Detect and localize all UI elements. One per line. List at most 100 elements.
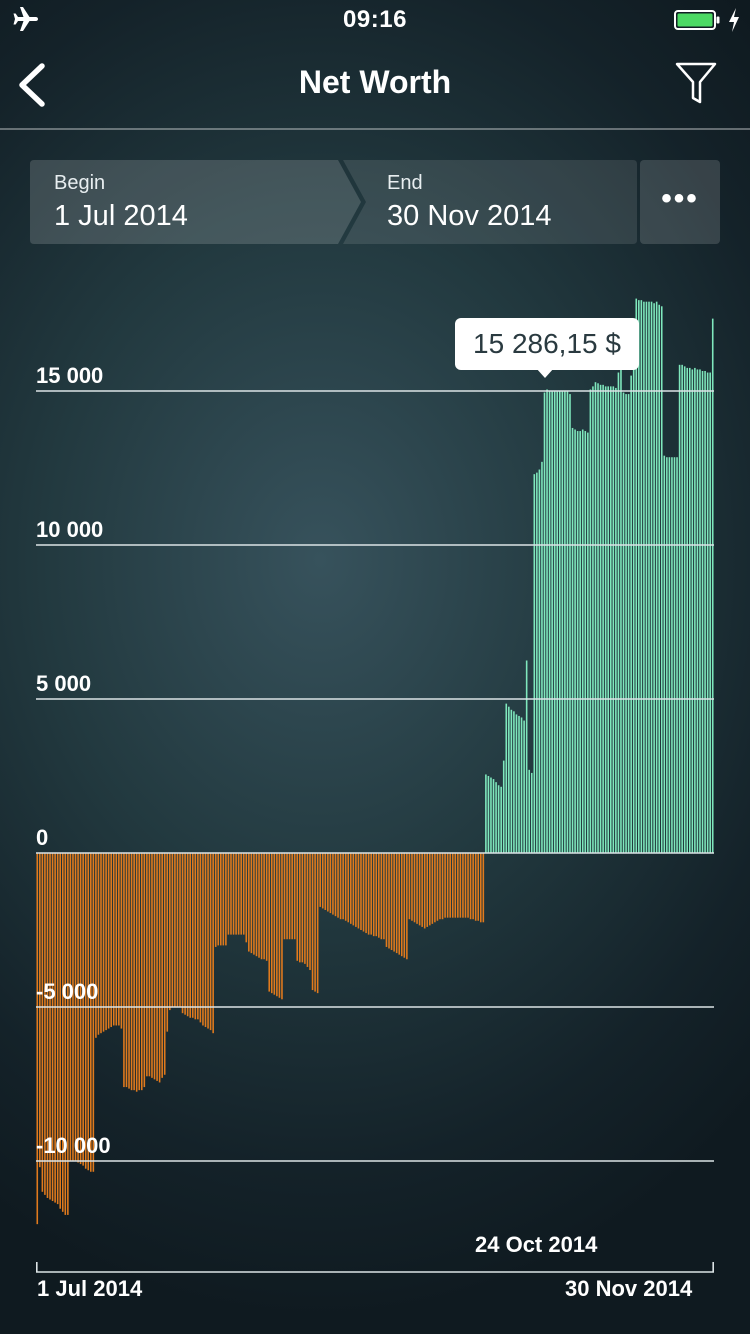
chart-bar[interactable] [612,386,615,853]
chart-bar[interactable] [380,853,383,940]
chart-bar[interactable] [235,853,237,935]
chart-bar[interactable] [138,853,141,1091]
chart-bar[interactable] [609,386,612,853]
chart-bar[interactable] [530,772,533,853]
chart-bar[interactable] [84,853,87,1169]
chart-bar[interactable] [671,457,673,853]
chart-bar[interactable] [653,303,655,854]
chart-bar[interactable] [362,853,365,932]
chart-bar[interactable] [451,853,454,918]
chart-bar[interactable] [59,853,61,1209]
chart-bar[interactable] [497,785,500,853]
chart-bar[interactable] [594,382,597,853]
chart-bar[interactable] [189,853,191,1018]
chart-bar[interactable] [171,853,174,1007]
chart-bar[interactable] [133,853,135,1091]
chart-bar[interactable] [306,853,309,967]
chart-bar[interactable] [118,853,120,1026]
chart-bar[interactable] [301,853,304,963]
chart-bar[interactable] [607,386,610,853]
back-chevron-icon[interactable] [14,60,50,110]
chart-bar[interactable] [686,367,689,853]
chart-bar[interactable] [199,853,202,1023]
chart-bar[interactable] [135,853,138,1092]
chart-bar[interactable] [230,853,232,935]
chart-bar[interactable] [681,364,683,853]
chart-bar[interactable] [604,386,607,853]
chart-bar[interactable] [115,853,118,1026]
chart-bar[interactable] [248,853,250,952]
chart-bar[interactable] [668,457,671,853]
chart-bar[interactable] [181,853,184,1014]
chart-bar[interactable] [571,427,574,853]
begin-date-button[interactable]: Begin 1 Jul 2014 [30,160,350,244]
chart-bar[interactable] [378,853,380,938]
chart-bar[interactable] [464,853,467,918]
chart-bar[interactable] [508,706,510,853]
chart-bar[interactable] [357,853,360,929]
chart-bar[interactable] [258,853,260,958]
chart-bar[interactable] [250,853,253,954]
chart-bar[interactable] [663,455,666,853]
chart-bar[interactable] [375,853,378,937]
chart-bar[interactable] [523,720,525,853]
chart-bar[interactable] [446,853,449,918]
chart-bar[interactable] [622,392,625,853]
chart-bar[interactable] [332,853,334,915]
chart-bar[interactable] [237,853,240,935]
chart-bar[interactable] [283,853,286,940]
chart-bar[interactable] [161,853,163,1078]
chart-bar[interactable] [632,364,635,853]
chart-bar[interactable] [268,853,271,992]
selected-bar[interactable] [564,391,566,853]
chart-bar[interactable] [579,431,581,853]
chart-bar[interactable] [140,853,143,1091]
chart-bar[interactable] [352,853,355,926]
chart-bar[interactable] [191,853,194,1018]
chart-bar[interactable] [309,853,311,971]
chart-bar[interactable] [510,709,513,853]
chart-bar[interactable] [699,369,701,853]
chart-bar[interactable] [120,853,123,1029]
chart-bar[interactable] [701,370,704,853]
chart-bar[interactable] [689,367,691,853]
chart-bar[interactable] [337,853,339,918]
chart-bar[interactable] [694,367,696,853]
chart-bar[interactable] [324,853,327,910]
chart-bar[interactable] [533,474,536,853]
chart-bar[interactable] [163,853,166,1075]
chart-bar[interactable] [640,300,643,853]
chart-bar[interactable] [449,853,451,918]
chart-bar[interactable] [403,853,406,958]
chart-bar[interactable] [100,853,102,1034]
chart-bar[interactable] [342,853,344,920]
chart-bar[interactable] [553,391,556,853]
chart-bar[interactable] [581,429,584,854]
chart-bar[interactable] [658,304,660,853]
chart-bar[interactable] [444,853,446,918]
chart-bar[interactable] [627,394,630,853]
chart-bar[interactable] [660,306,663,853]
chart-bar[interactable] [232,853,235,935]
chart-bar[interactable] [128,853,130,1089]
chart-bar[interactable] [355,853,357,927]
chart-bar[interactable] [329,853,332,914]
chart-bar[interactable] [620,369,622,853]
chart-bar[interactable] [270,853,273,994]
chart-bar[interactable] [212,853,214,1034]
chart-bar[interactable] [457,853,459,918]
chart-bar[interactable] [525,660,528,854]
chart-bar[interactable] [265,853,268,961]
chart-bar[interactable] [429,853,431,926]
chart-bar[interactable] [502,760,505,853]
chart-bar[interactable] [543,392,546,853]
chart-bar[interactable] [495,782,497,853]
chart-bar[interactable] [406,853,408,960]
chart-bar[interactable] [202,853,204,1026]
chart-bar[interactable] [184,853,186,1015]
chart-bar[interactable] [592,386,594,853]
chart-bar[interactable] [536,472,538,853]
chart-bar[interactable] [474,853,477,921]
chart-bar[interactable] [615,387,617,853]
chart-bar[interactable] [411,853,413,921]
